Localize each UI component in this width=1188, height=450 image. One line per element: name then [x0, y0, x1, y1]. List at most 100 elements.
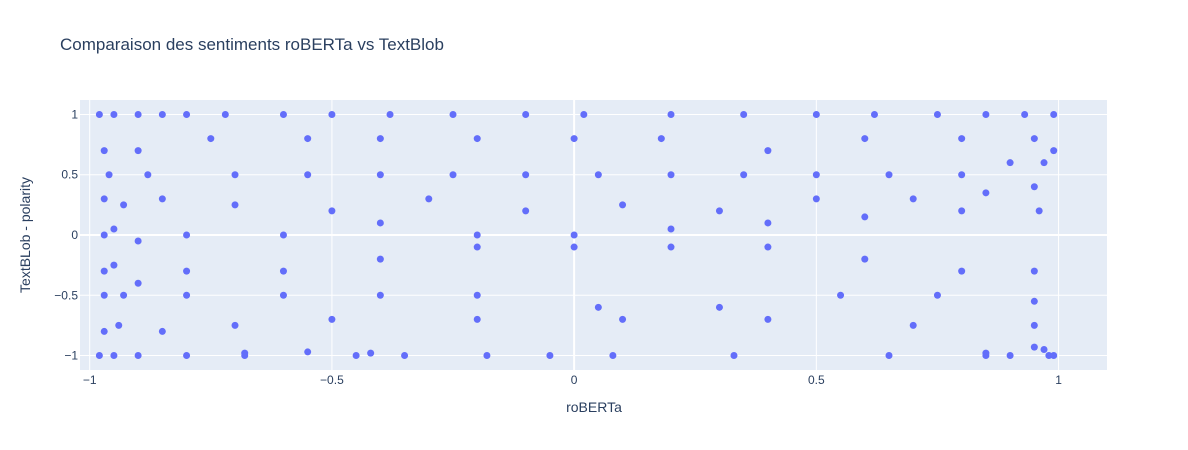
scatter-point	[304, 348, 312, 356]
scatter-point	[1035, 207, 1043, 215]
scatter-point	[425, 195, 433, 203]
scatter-point	[1050, 352, 1058, 360]
scatter-point	[158, 195, 166, 203]
scatter-point	[328, 315, 336, 323]
scatter-point	[100, 327, 108, 335]
scatter-point	[1050, 110, 1058, 118]
scatter-point	[386, 110, 394, 118]
scatter-point	[100, 147, 108, 155]
scatter-point	[105, 171, 113, 179]
scatter-point	[580, 110, 588, 118]
scatter-point	[158, 327, 166, 335]
scatter-point	[231, 201, 239, 209]
scatter-point	[1021, 110, 1029, 118]
scatter-point	[1006, 352, 1014, 360]
scatter-point	[812, 110, 820, 118]
scatter-point	[657, 135, 665, 143]
scatter-point	[183, 267, 191, 275]
scatter-point	[861, 213, 869, 221]
scatter-point	[134, 352, 142, 360]
y-tick-label: −1	[64, 349, 78, 363]
scatter-point	[231, 171, 239, 179]
scatter-point	[100, 267, 108, 275]
scatter-point	[1030, 297, 1038, 305]
scatter-point	[812, 195, 820, 203]
scatter-point	[183, 231, 191, 239]
scatter-point	[885, 171, 893, 179]
scatter-point	[183, 291, 191, 299]
scatter-point	[870, 110, 878, 118]
x-tick-label: −0.5	[320, 373, 344, 387]
scatter-point	[861, 255, 869, 263]
scatter-point	[958, 207, 966, 215]
scatter-point	[1030, 135, 1038, 143]
x-tick-label: 0	[571, 373, 578, 387]
scatter-point	[933, 291, 941, 299]
scatter-point	[1050, 147, 1058, 155]
scatter-point	[740, 171, 748, 179]
scatter-point	[483, 352, 491, 360]
scatter-point	[619, 315, 627, 323]
scatter-point	[594, 171, 602, 179]
scatter-point	[376, 171, 384, 179]
scatter-point	[730, 352, 738, 360]
scatter-point	[667, 225, 675, 233]
scatter-point	[1030, 183, 1038, 191]
scatter-point	[812, 171, 820, 179]
scatter-point	[861, 135, 869, 143]
y-axis-title: TextBLob - polarity	[17, 177, 33, 293]
scatter-point	[115, 321, 123, 329]
scatter-point	[522, 110, 530, 118]
scatter-point	[110, 261, 118, 269]
scatter-point	[1040, 159, 1048, 167]
scatter-point	[667, 171, 675, 179]
scatter-point	[95, 352, 103, 360]
scatter-point	[110, 352, 118, 360]
scatter-point	[1030, 321, 1038, 329]
scatter-point	[134, 279, 142, 287]
scatter-point	[328, 110, 336, 118]
scatter-point	[376, 219, 384, 227]
scatter-point	[328, 207, 336, 215]
scatter-point	[473, 291, 481, 299]
scatter-point	[120, 291, 128, 299]
scatter-point	[982, 110, 990, 118]
scatter-point	[231, 321, 239, 329]
scatter-point	[279, 231, 287, 239]
scatter-point	[207, 135, 215, 143]
scatter-point	[982, 349, 990, 357]
scatter-point	[183, 352, 191, 360]
scatter-point	[609, 352, 617, 360]
scatter-point	[667, 243, 675, 251]
scatter-point	[134, 110, 142, 118]
scatter-point	[933, 110, 941, 118]
scatter-point	[740, 110, 748, 118]
data-points	[95, 110, 1058, 360]
scatter-point	[134, 237, 142, 245]
scatter-point	[144, 171, 152, 179]
y-tick-label: 0.5	[61, 168, 78, 182]
scatter-point	[449, 110, 457, 118]
scatter-point	[982, 189, 990, 197]
x-axis-ticks: −1 −0.5 0 0.5 1	[83, 373, 1062, 387]
scatter-point	[110, 225, 118, 233]
scatter-point	[958, 135, 966, 143]
scatter-point	[376, 291, 384, 299]
scatter-point	[279, 291, 287, 299]
scatter-point	[619, 201, 627, 209]
scatter-point	[837, 291, 845, 299]
chart-title: Comparaison des sentiments roBERTa vs Te…	[60, 35, 444, 54]
scatter-point	[570, 243, 578, 251]
scatter-point	[1030, 267, 1038, 275]
scatter-point	[522, 171, 530, 179]
scatter-point	[570, 135, 578, 143]
scatter-point	[764, 315, 772, 323]
scatter-point	[279, 267, 287, 275]
x-tick-label: 1	[1055, 373, 1062, 387]
y-tick-label: 0	[71, 228, 78, 242]
scatter-point	[183, 110, 191, 118]
scatter-point	[570, 231, 578, 239]
scatter-point	[100, 291, 108, 299]
scatter-point	[134, 147, 142, 155]
